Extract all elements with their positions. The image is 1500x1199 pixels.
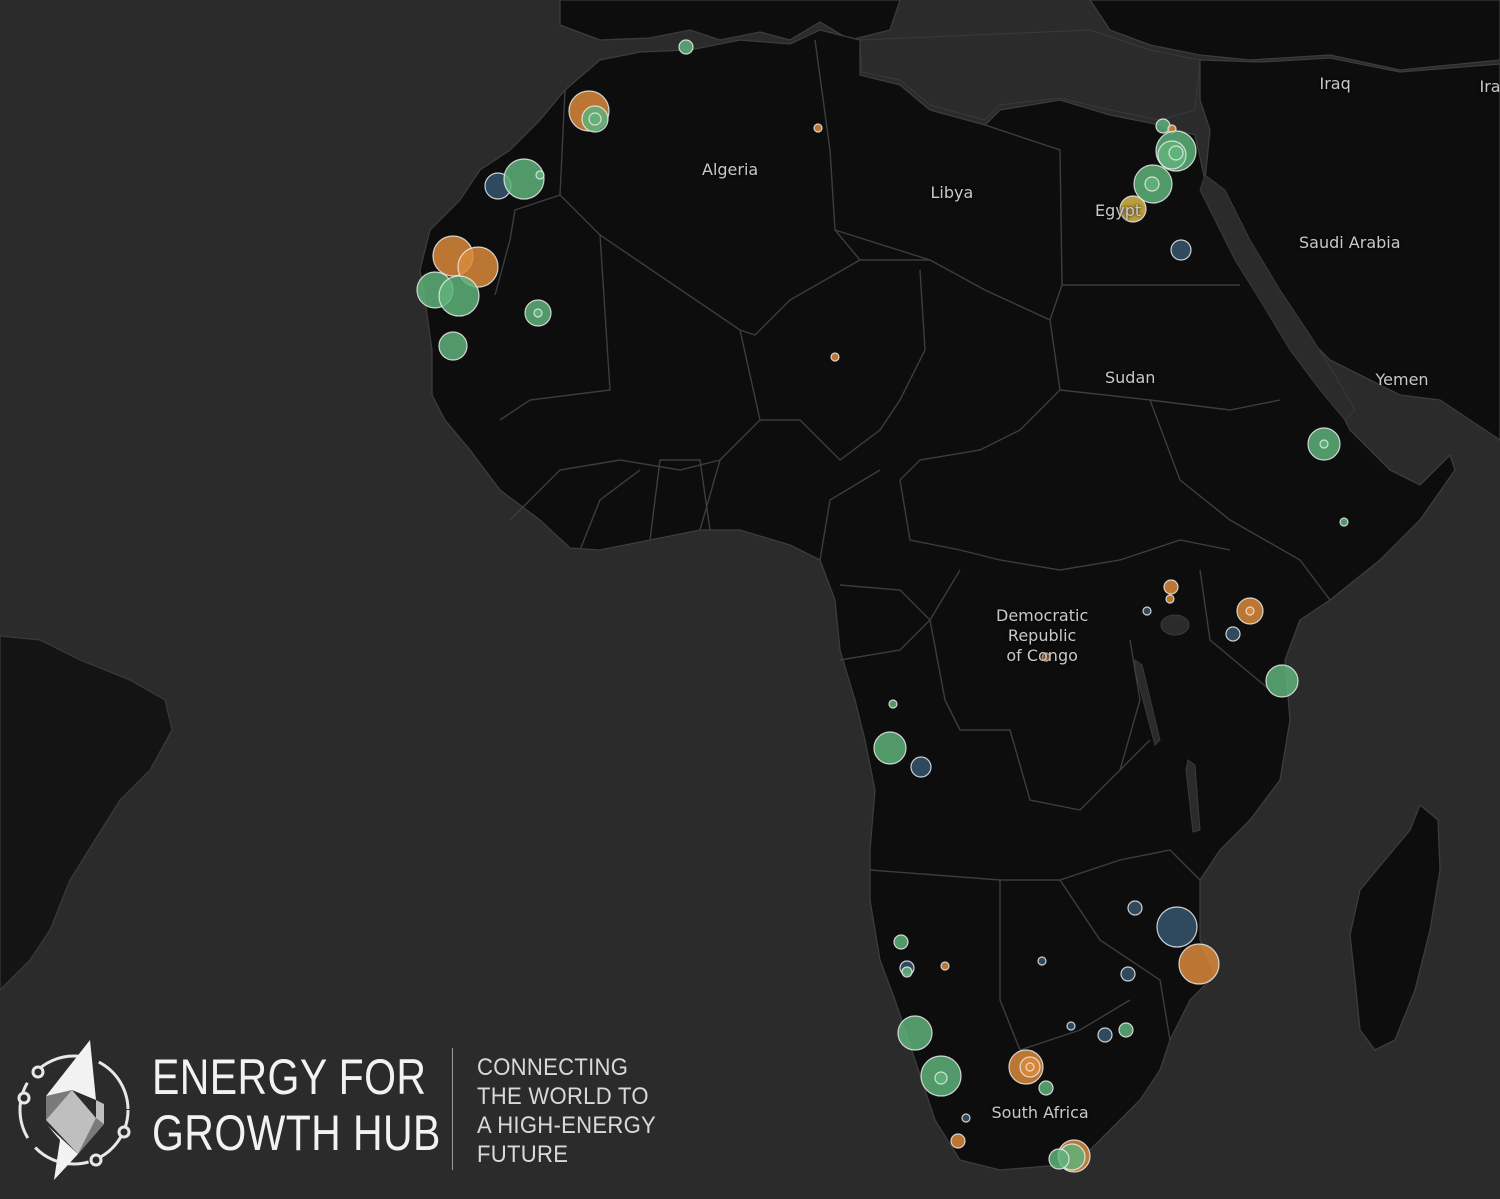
map-marker-orange[interactable] bbox=[457, 246, 499, 288]
map-marker-blue[interactable] bbox=[1170, 239, 1192, 261]
map-marker-green[interactable] bbox=[678, 39, 694, 55]
map-marker-green[interactable] bbox=[1118, 1022, 1134, 1038]
energy-project-markers[interactable] bbox=[416, 39, 1349, 1173]
tagline-line-1: CONNECTING bbox=[477, 1054, 629, 1081]
country-label: Egypt bbox=[1095, 201, 1142, 220]
map-marker-green[interactable] bbox=[1168, 145, 1184, 161]
lightning-bolt-icon bbox=[46, 1040, 104, 1180]
map-marker-blue[interactable] bbox=[1127, 900, 1143, 916]
map-marker-green[interactable] bbox=[1038, 1080, 1054, 1096]
brand-name-line-1: ENERGY FOR bbox=[152, 1049, 427, 1105]
mediterranean-water bbox=[859, 29, 1201, 121]
map-marker-green[interactable] bbox=[1339, 517, 1349, 527]
map-marker-green[interactable] bbox=[438, 275, 480, 317]
map-marker-blue[interactable] bbox=[961, 1113, 971, 1123]
lake-victoria bbox=[1160, 614, 1190, 636]
map-marker-orange[interactable] bbox=[1245, 606, 1255, 616]
map-marker-green[interactable] bbox=[901, 966, 913, 978]
country-label: Libya bbox=[930, 183, 974, 202]
map-marker-orange[interactable] bbox=[1165, 594, 1175, 604]
map-marker-orange[interactable] bbox=[813, 123, 823, 133]
map-marker-blue[interactable] bbox=[1156, 906, 1198, 948]
energy-for-growth-hub-logo bbox=[17, 1040, 131, 1180]
country-label: Algeria bbox=[702, 160, 759, 179]
map-marker-blue[interactable] bbox=[1225, 626, 1241, 642]
map-marker-green[interactable] bbox=[1048, 1148, 1070, 1170]
logo-ring-icon bbox=[18, 1054, 130, 1166]
map-marker-green[interactable] bbox=[897, 1015, 933, 1051]
tagline-line-4: FUTURE bbox=[477, 1141, 569, 1168]
map-marker-blue[interactable] bbox=[1120, 966, 1136, 982]
country-label: Iraq bbox=[1319, 74, 1351, 93]
turkey-landmass bbox=[1089, 0, 1500, 71]
map-marker-orange[interactable] bbox=[1041, 652, 1051, 662]
map-marker-green[interactable] bbox=[1265, 664, 1299, 698]
red-sea bbox=[1199, 174, 1356, 421]
tagline-line-3: A HIGH-ENERGY bbox=[477, 1112, 657, 1139]
map-marker-green[interactable] bbox=[533, 308, 543, 318]
map-marker-orange[interactable] bbox=[950, 1133, 966, 1149]
country-label: Democratic Republic of Congo bbox=[996, 606, 1089, 665]
map-marker-green[interactable] bbox=[503, 158, 545, 200]
europe-landmass bbox=[559, 0, 901, 41]
south-america-landmass bbox=[0, 635, 173, 991]
map-marker-green[interactable] bbox=[893, 934, 909, 950]
map-marker-green[interactable] bbox=[1144, 176, 1160, 192]
map-marker-blue[interactable] bbox=[1066, 1021, 1076, 1031]
map-marker-green[interactable] bbox=[873, 731, 907, 765]
country-label: South Africa bbox=[991, 1103, 1089, 1122]
map-marker-green[interactable] bbox=[588, 112, 602, 126]
madagascar-landmass bbox=[1349, 803, 1441, 1051]
map-marker-yellow[interactable] bbox=[1119, 195, 1147, 223]
country-borders bbox=[494, 39, 1331, 1051]
country-label: Ira bbox=[1479, 77, 1500, 96]
map-marker-blue[interactable] bbox=[1142, 606, 1152, 616]
map-marker-green[interactable] bbox=[934, 1071, 948, 1085]
map-marker-blue[interactable] bbox=[1037, 956, 1047, 966]
map-marker-blue[interactable] bbox=[1097, 1027, 1113, 1043]
country-label: Sudan bbox=[1105, 368, 1156, 387]
logo-divider bbox=[452, 1048, 453, 1170]
map-marker-green[interactable] bbox=[535, 170, 545, 180]
country-label: Yemen bbox=[1375, 370, 1429, 389]
map-marker-orange[interactable] bbox=[940, 961, 950, 971]
map-marker-green[interactable] bbox=[888, 699, 898, 709]
map-marker-green[interactable] bbox=[1319, 439, 1329, 449]
map-marker-orange[interactable] bbox=[1178, 943, 1220, 985]
map-marker-orange[interactable] bbox=[830, 352, 840, 362]
map-marker-blue[interactable] bbox=[910, 756, 932, 778]
map-marker-orange[interactable] bbox=[1163, 579, 1179, 595]
lake-malawi bbox=[1185, 759, 1201, 833]
tagline-line-2: THE WORLD TO bbox=[477, 1083, 649, 1110]
map-marker-orange[interactable] bbox=[1025, 1062, 1035, 1072]
brand-name-line-2: GROWTH HUB bbox=[152, 1105, 441, 1161]
country-label: Saudi Arabia bbox=[1299, 233, 1401, 252]
map-marker-green[interactable] bbox=[438, 331, 468, 361]
